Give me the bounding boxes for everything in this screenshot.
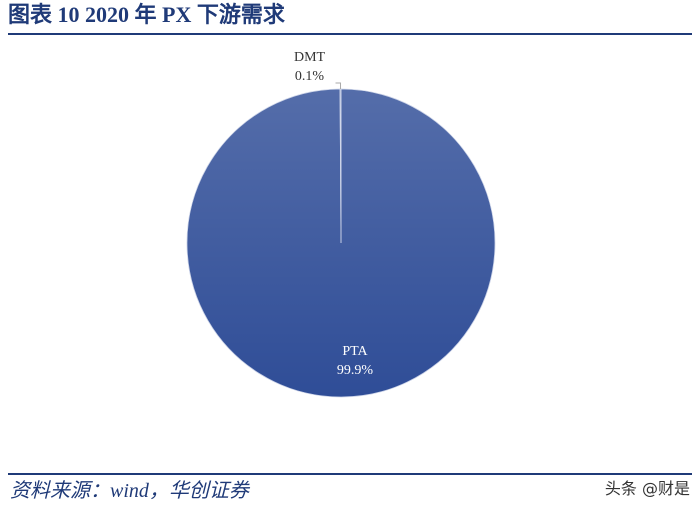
slice-label: DMT <box>294 50 326 65</box>
leader-line <box>335 82 342 90</box>
pie <box>186 88 496 398</box>
labels: PTA 99.9% DMT 0.1% <box>294 50 373 378</box>
slice-value-label: 0.1% <box>295 69 325 84</box>
slice-value-label: 99.9% <box>337 363 374 378</box>
chart-title: 图表 10 2020 年 PX 下游需求 <box>8 2 285 27</box>
source: 资料来源：wind，华创证券 <box>10 480 251 502</box>
watermark: 头条 @财是 <box>605 479 690 498</box>
slice-label: PTA <box>342 344 368 359</box>
